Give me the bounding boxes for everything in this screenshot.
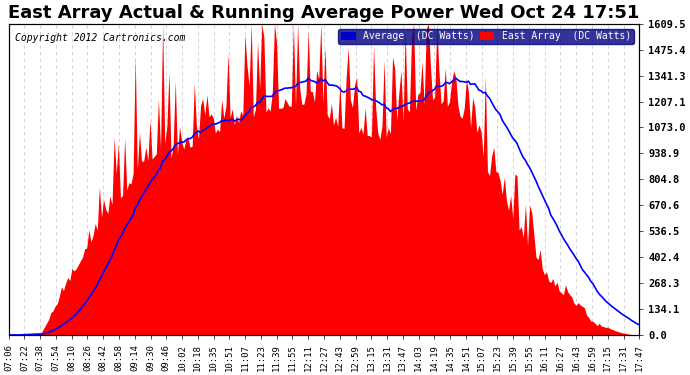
- Title: East Array Actual & Running Average Power Wed Oct 24 17:51: East Array Actual & Running Average Powe…: [8, 4, 640, 22]
- Legend: Average  (DC Watts), East Array  (DC Watts): Average (DC Watts), East Array (DC Watts…: [338, 28, 634, 44]
- Text: Copyright 2012 Cartronics.com: Copyright 2012 Cartronics.com: [15, 33, 186, 43]
